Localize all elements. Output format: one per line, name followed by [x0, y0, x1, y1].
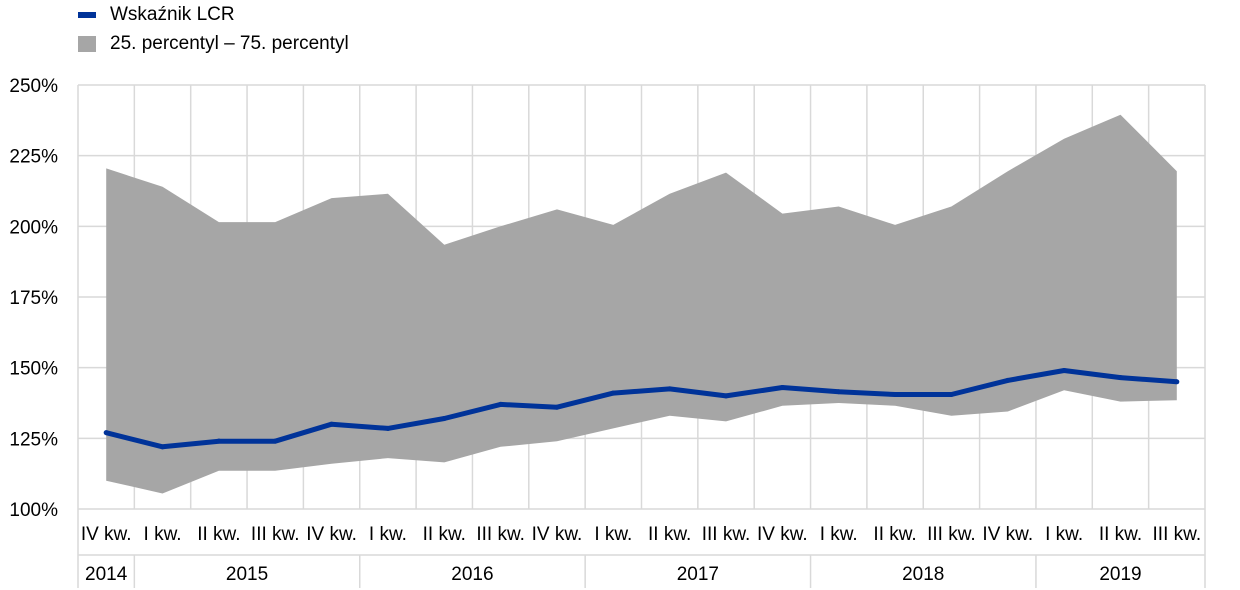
x-tick-label: I kw. [369, 524, 407, 545]
year-group-label: 2015 [226, 564, 268, 585]
year-group-label: 2017 [677, 564, 719, 585]
year-group-label: 2018 [902, 564, 944, 585]
y-tick-label: 175% [9, 288, 58, 309]
legend-item-lcr: Wskaźnik LCR [78, 0, 349, 29]
lcr-point [779, 384, 785, 390]
x-tick-label: I kw. [594, 524, 632, 545]
lcr-point [1174, 379, 1180, 385]
lcr-point [667, 386, 673, 392]
x-tick-label: IV kw. [81, 524, 132, 545]
legend-label-lcr: Wskaźnik LCR [110, 3, 235, 25]
legend-label-band: 25. percentyl – 75. percentyl [110, 32, 349, 54]
x-axis: IV kw. I kw. II kw. III kw. IV kw. I kw. II kw… [77, 509, 1206, 588]
lcr-point [103, 430, 109, 436]
x-tick-label: IV kw. [532, 524, 583, 545]
lcr-point [385, 425, 391, 431]
year-group-label: 2019 [1099, 564, 1141, 585]
legend-swatch-line [78, 11, 96, 18]
lcr-point [836, 389, 842, 395]
y-tick-label: 250% [9, 76, 58, 97]
year-group-label: 2014 [85, 564, 128, 585]
x-tick-label: III kw. [251, 524, 300, 545]
lcr-point [1005, 377, 1011, 383]
lcr-point [160, 444, 166, 450]
percentile-band [106, 114, 1177, 494]
x-tick-label: III kw. [702, 524, 751, 545]
lcr-point [1061, 367, 1067, 373]
x-tick-label: I kw. [820, 524, 858, 545]
x-tick-label: II kw. [1099, 524, 1142, 545]
lcr-point [216, 438, 222, 444]
percentile-band-layer [106, 114, 1177, 494]
y-tick-label: 225% [9, 147, 58, 168]
lcr-point [441, 416, 447, 422]
x-tick-label: II kw. [648, 524, 691, 545]
x-tick-label: III kw. [927, 524, 976, 545]
lcr-point [554, 404, 560, 410]
x-tick-label: IV kw. [982, 524, 1033, 545]
lcr-point [1117, 375, 1123, 381]
year-group-label: 2016 [451, 564, 493, 585]
y-axis: 100% 125% 150% 175% 200% 225% 250% [9, 76, 58, 521]
legend-swatch-band [78, 35, 96, 52]
lcr-point [272, 438, 278, 444]
legend: Wskaźnik LCR 25. percentyl – 75. percent… [78, 0, 349, 58]
lcr-point [723, 393, 729, 399]
x-tick-label: III kw. [1153, 524, 1202, 545]
x-tick-label: IV kw. [306, 524, 357, 545]
lcr-point [610, 390, 616, 396]
y-tick-label: 150% [9, 359, 58, 380]
x-tick-label: I kw. [1045, 524, 1083, 545]
lcr-line-layer [103, 367, 1180, 450]
x-tick-label: I kw. [144, 524, 182, 545]
x-tick-label: II kw. [873, 524, 916, 545]
x-tick-label: IV kw. [757, 524, 808, 545]
lcr-line [105, 368, 1177, 450]
x-tick-label: II kw. [423, 524, 466, 545]
x-tick-label: III kw. [476, 524, 525, 545]
x-tick-label: II kw. [197, 524, 240, 545]
lcr-point [498, 401, 504, 407]
lcr-point [892, 392, 898, 398]
y-tick-label: 200% [9, 217, 58, 238]
legend-item-band: 25. percentyl – 75. percentyl [78, 29, 349, 58]
y-tick-label: 125% [9, 429, 58, 450]
y-tick-label: 100% [9, 500, 58, 521]
lcr-point [329, 421, 335, 427]
lcr-point [948, 392, 954, 398]
